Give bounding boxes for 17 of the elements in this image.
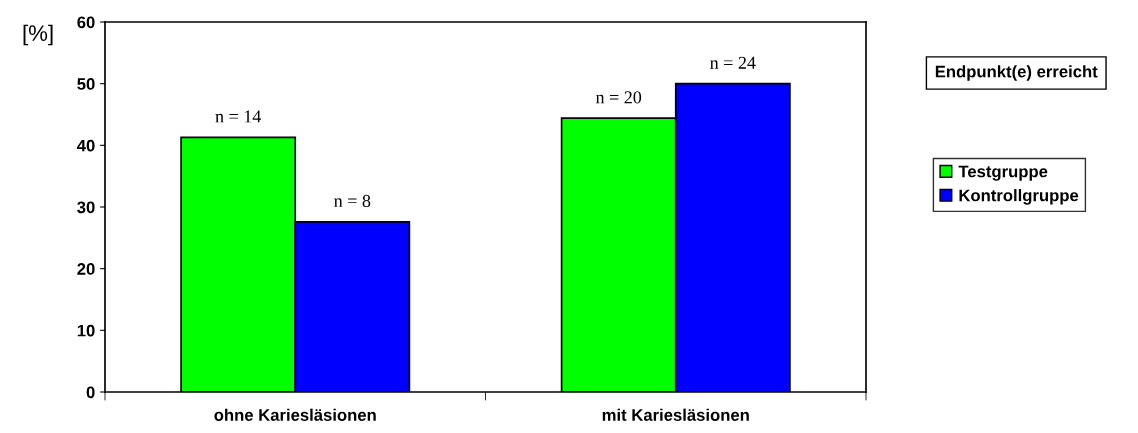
legend-title: Endpunkt(e) erreicht (935, 65, 1098, 81)
x-tick-label: mit Kariesläsionen (602, 408, 749, 421)
y-tick-label: 10 (77, 324, 95, 337)
y-tick-label: 30 (77, 201, 95, 214)
y-axis-title: [%] (23, 24, 53, 46)
y-tick-label: 20 (77, 263, 95, 275)
legend-label: Testgruppe (958, 165, 1048, 181)
annotation: n = 8 (334, 194, 371, 208)
annotation: n = 20 (595, 91, 642, 104)
y-tick-label: 60 (77, 16, 95, 29)
y-tick-label: 40 (76, 139, 95, 152)
x-tick-label: ohne Kariesläsionen (214, 408, 376, 421)
y-tick-label: 50 (77, 78, 95, 90)
annotation: n = 24 (710, 56, 756, 69)
y-tick-label: 0 (86, 386, 95, 399)
legend-label: Kontrollgruppe (959, 189, 1079, 205)
annotation: n = 14 (215, 110, 262, 123)
